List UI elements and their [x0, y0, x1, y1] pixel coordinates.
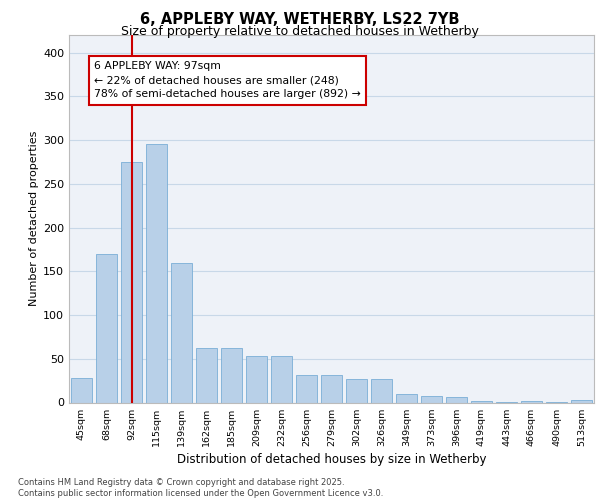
Bar — [521, 401, 542, 402]
Bar — [396, 394, 417, 402]
Text: Contains HM Land Registry data © Crown copyright and database right 2025.
Contai: Contains HM Land Registry data © Crown c… — [18, 478, 383, 498]
Text: 6 APPLEBY WAY: 97sqm
← 22% of detached houses are smaller (248)
78% of semi-deta: 6 APPLEBY WAY: 97sqm ← 22% of detached h… — [94, 62, 361, 100]
Bar — [296, 374, 317, 402]
Bar — [471, 401, 492, 402]
Text: Size of property relative to detached houses in Wetherby: Size of property relative to detached ho… — [121, 25, 479, 38]
Bar — [446, 397, 467, 402]
Bar — [221, 348, 242, 403]
Text: 6, APPLEBY WAY, WETHERBY, LS22 7YB: 6, APPLEBY WAY, WETHERBY, LS22 7YB — [140, 12, 460, 28]
Y-axis label: Number of detached properties: Number of detached properties — [29, 131, 39, 306]
Bar — [571, 400, 592, 402]
Bar — [346, 379, 367, 402]
Bar — [246, 356, 267, 403]
Bar — [421, 396, 442, 402]
X-axis label: Distribution of detached houses by size in Wetherby: Distribution of detached houses by size … — [177, 453, 486, 466]
Bar — [321, 374, 342, 402]
Bar — [96, 254, 117, 402]
Bar — [271, 356, 292, 403]
Bar — [196, 348, 217, 403]
Bar — [371, 379, 392, 402]
Bar — [171, 262, 192, 402]
Bar — [121, 162, 142, 402]
Bar — [146, 144, 167, 402]
Bar — [71, 378, 92, 402]
